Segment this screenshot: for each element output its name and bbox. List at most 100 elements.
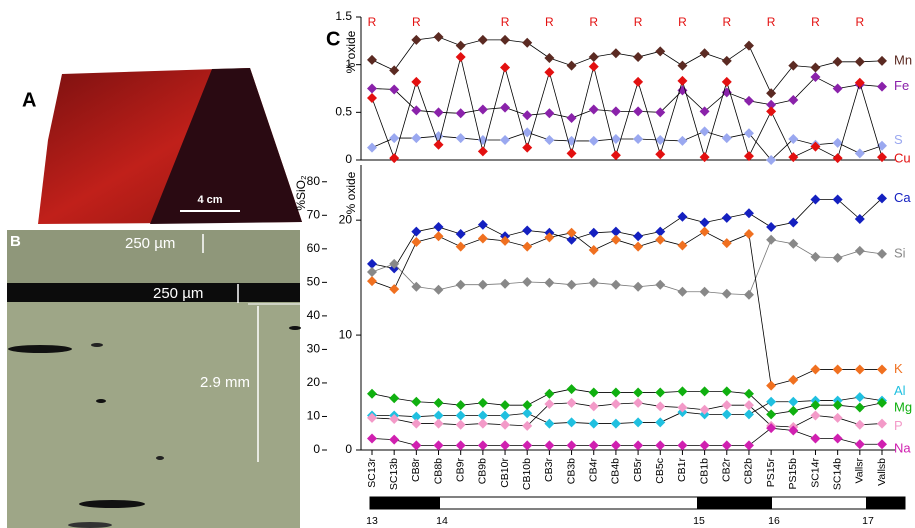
y-axis-label: %SiO₂	[294, 175, 308, 211]
data-point	[699, 126, 710, 137]
data-point	[588, 52, 599, 63]
data-point	[500, 102, 511, 113]
data-point	[832, 252, 843, 263]
data-point	[588, 245, 599, 256]
period-label: 15	[693, 515, 705, 527]
data-point	[433, 440, 444, 451]
data-point	[411, 281, 422, 292]
x-tick-label: CB9r	[454, 458, 466, 482]
data-point	[810, 72, 821, 83]
data-point	[699, 386, 710, 397]
x-tick-label: SC14b	[831, 458, 843, 490]
data-point	[610, 226, 621, 237]
data-point	[766, 396, 777, 407]
legend-label: S	[894, 132, 903, 147]
data-point	[477, 104, 488, 115]
data-point	[389, 65, 400, 76]
data-point	[832, 153, 843, 164]
series-line	[372, 396, 883, 424]
inclusion	[79, 500, 145, 508]
data-point	[832, 56, 843, 67]
data-point	[743, 409, 754, 420]
data-point	[455, 400, 466, 411]
data-point	[877, 248, 887, 259]
series-line	[371, 402, 883, 428]
data-point	[610, 48, 621, 59]
data-point	[433, 284, 444, 295]
data-point	[411, 76, 422, 87]
data-point	[743, 40, 754, 51]
y-tick-label: 1.5	[335, 9, 352, 23]
series-line	[371, 239, 883, 296]
data-point	[743, 289, 754, 300]
annotation: R	[678, 15, 687, 29]
data-point	[832, 137, 843, 148]
data-point	[522, 225, 533, 236]
data-point	[788, 134, 799, 145]
data-point	[367, 433, 377, 444]
data-point	[411, 418, 422, 429]
data-point	[743, 440, 754, 451]
data-point	[500, 134, 511, 145]
data-point	[433, 139, 444, 150]
data-point	[677, 60, 688, 71]
series-line	[371, 388, 883, 415]
data-point	[633, 134, 644, 145]
data-point	[566, 60, 577, 71]
data-point	[367, 142, 377, 153]
y-tick-label: 30	[307, 342, 321, 356]
data-point	[877, 418, 887, 429]
data-point	[588, 135, 599, 146]
data-point	[477, 397, 488, 408]
data-point	[788, 217, 799, 228]
y-tick-label: 1	[345, 57, 352, 71]
x-tick-label: PS15r	[765, 458, 777, 488]
data-point	[633, 387, 644, 398]
data-point	[854, 364, 865, 375]
band-label: 250 µm	[153, 285, 203, 302]
data-point	[588, 104, 599, 115]
data-point	[500, 235, 511, 246]
scale-label: 4 cm	[197, 194, 222, 206]
data-point	[544, 388, 555, 399]
annotation: R	[634, 15, 643, 29]
data-point	[766, 380, 777, 391]
y-tick-label: 0	[313, 442, 320, 456]
data-point	[810, 364, 821, 375]
data-point	[721, 386, 732, 397]
data-point	[788, 60, 799, 71]
data-point	[633, 397, 644, 408]
data-point	[832, 364, 843, 375]
annotation: R	[589, 15, 598, 29]
data-point	[477, 410, 488, 421]
y-tick-label: 40	[307, 308, 321, 322]
data-point	[877, 364, 887, 375]
y-tick-label: 10	[307, 409, 321, 423]
data-point	[854, 148, 865, 159]
data-point	[699, 152, 710, 163]
data-point	[544, 399, 555, 410]
data-point	[633, 231, 644, 242]
data-point	[500, 410, 511, 421]
data-point	[522, 400, 533, 411]
data-point	[433, 131, 444, 142]
data-point	[788, 374, 799, 385]
data-point	[477, 219, 488, 230]
data-point	[389, 284, 400, 295]
data-point	[433, 107, 444, 118]
inclusion	[68, 522, 112, 528]
legend-label: Ca	[894, 190, 911, 205]
inclusion	[156, 456, 164, 460]
data-point	[389, 133, 400, 144]
data-point	[655, 440, 666, 451]
data-point	[854, 439, 865, 450]
period-block	[370, 497, 440, 509]
x-tick-label: CB5c	[654, 458, 666, 484]
data-point	[367, 258, 377, 269]
data-point	[633, 440, 644, 451]
data-point	[766, 155, 777, 165]
data-point	[411, 411, 422, 422]
data-point	[411, 236, 422, 247]
x-tick-label: CB1r	[676, 458, 688, 482]
